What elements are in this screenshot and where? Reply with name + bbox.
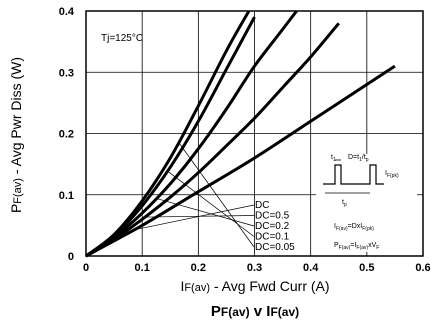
y-tick-label-0: 0 bbox=[68, 251, 74, 263]
x-tick-label-1: 0.1 bbox=[135, 262, 150, 274]
x-axis-label: IF(av) - Avg Fwd Curr (A) bbox=[180, 278, 329, 294]
duty-definition-label: D=t1/tp bbox=[348, 154, 369, 163]
legend-label-3: DC=0.1 bbox=[255, 232, 290, 243]
legend-label-2: DC=0.2 bbox=[255, 221, 290, 232]
y-axis-label: PF(av) - Avg Pwr Diss (W) bbox=[8, 57, 24, 213]
y-tick-label-1: 0.1 bbox=[59, 190, 74, 202]
plot-frame bbox=[85, 10, 424, 257]
legend-leader-1 bbox=[144, 215, 255, 218]
avg-power-equation: PF(av)=IF(av)xVF bbox=[334, 242, 379, 251]
tick-labels: 0 0.1 0.2 0.3 0.4 0.5 0.6 0 0.1 0.2 0.3 0.4 bbox=[59, 6, 431, 274]
series-lines bbox=[85, 10, 396, 258]
x-tick-label-4: 0.4 bbox=[303, 262, 319, 274]
condition-label: Tj=125°C bbox=[101, 33, 143, 44]
t1-label: t1 bbox=[331, 154, 336, 163]
legend-leader-3 bbox=[167, 170, 255, 237]
chart-title: PF(av) v IF(av) bbox=[211, 303, 299, 320]
series-line-1 bbox=[85, 16, 256, 258]
y-tick-label-2: 0.2 bbox=[59, 129, 74, 141]
x-tick-label-3: 0.3 bbox=[247, 262, 262, 274]
y-tick-label-3: 0.3 bbox=[59, 67, 74, 79]
inset-background bbox=[316, 154, 417, 252]
pulse-waveform bbox=[323, 164, 384, 185]
x-tick-label-6: 0.6 bbox=[415, 262, 430, 274]
grid bbox=[86, 11, 423, 256]
pulse-diagram-inset: t1 D=t1/tp IF(pk) tp IF(av)=DxIF(pk) PF(… bbox=[316, 154, 417, 252]
series-line-3 bbox=[85, 22, 340, 258]
y-tick-label-4: 0.4 bbox=[59, 6, 75, 18]
legend-leader-0 bbox=[133, 204, 255, 231]
avg-current-equation: IF(av)=DxIF(pk) bbox=[334, 223, 374, 232]
peak-current-label: IF(pk) bbox=[385, 170, 399, 179]
tp-label: tp bbox=[342, 199, 347, 208]
legend-label-0: DC bbox=[255, 200, 269, 211]
x-tick-label-2: 0.2 bbox=[191, 262, 206, 274]
x-tick-label-0: 0 bbox=[83, 262, 89, 274]
series-line-2 bbox=[85, 10, 298, 258]
series-line-4 bbox=[85, 64, 396, 258]
legend-label-1: DC=0.5 bbox=[255, 211, 290, 222]
legend-label-4: DC=0.05 bbox=[255, 242, 295, 253]
legend-leader-2 bbox=[156, 198, 255, 227]
x-tick-label-5: 0.5 bbox=[359, 262, 374, 274]
